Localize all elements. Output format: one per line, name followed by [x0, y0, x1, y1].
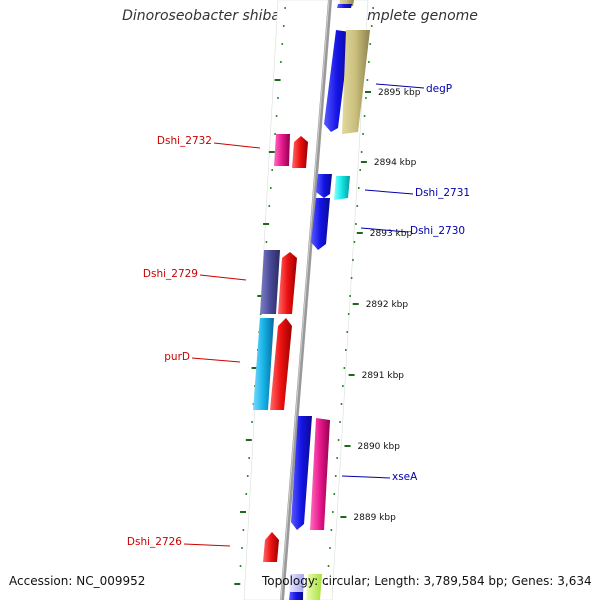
gene-label-purD[interactable]: purD — [164, 351, 190, 363]
gene-label-Dshi_2732[interactable]: Dshi_2732 — [157, 135, 212, 147]
gene-label-xseA[interactable]: xseA — [392, 471, 418, 483]
gene-Dshi_2730[interactable] — [311, 198, 330, 250]
gene-degP[interactable] — [342, 30, 370, 134]
callout-line — [199, 274, 247, 281]
accession-label: Accession: NC_009952 — [9, 574, 146, 588]
gene-Dshi_2726[interactable] — [263, 532, 279, 562]
callout-line — [213, 142, 261, 149]
genome-backbone — [280, 0, 332, 600]
gene-xseA[interactable] — [291, 416, 312, 530]
gene-degP-region-blue[interactable] — [324, 30, 350, 132]
gene-label-Dshi_2730[interactable]: Dshi_2730 — [410, 225, 465, 237]
gene-blue-2731[interactable] — [316, 174, 332, 198]
gene-Dshi_2732-pink[interactable] — [274, 134, 290, 166]
callout-line — [360, 227, 409, 233]
callout-line — [183, 543, 231, 547]
gene-Dshi_2732[interactable] — [292, 136, 308, 168]
callout-line — [341, 475, 391, 479]
kbp-scale: 2895 kbp 2894 kbp 2893 kbp 2892 kbp 2891 kbp… — [340, 88, 421, 523]
callout-line — [375, 83, 425, 89]
scale-label: 2891 kbp — [362, 371, 405, 381]
gene-bottom-lime[interactable] — [306, 574, 322, 600]
scale-label: 2890 kbp — [358, 442, 401, 452]
gene-label-degP[interactable]: degP — [426, 83, 452, 95]
gene-purD-sky[interactable] — [253, 318, 274, 410]
gene-bottom-blue[interactable] — [289, 592, 303, 600]
gene-Dshi_2729-navy[interactable] — [260, 250, 280, 314]
topology-label: Topology: circular; Length: 3,789,584 bp… — [262, 574, 592, 588]
scale-label: 2893 kbp — [370, 229, 413, 239]
gene-callouts: degP Dshi_2732 Dshi_2731 Dshi_2730 Dshi_2729… — [127, 83, 470, 548]
callout-line — [364, 189, 414, 195]
gene-purD[interactable] — [270, 318, 292, 410]
gene-blue-top[interactable] — [337, 0, 354, 8]
gene-label-Dshi_2729[interactable]: Dshi_2729 — [143, 268, 198, 280]
scale-label: 2895 kbp — [378, 88, 421, 98]
gene-label-Dshi_2731[interactable]: Dshi_2731 — [415, 187, 470, 199]
callout-line — [191, 357, 241, 363]
scale-label: 2894 kbp — [374, 158, 417, 168]
gene-Dshi_2729[interactable] — [278, 252, 297, 314]
gene-xseA-pink[interactable] — [310, 418, 330, 530]
gene-Dshi_2731[interactable] — [334, 176, 350, 200]
gene-label-Dshi_2726[interactable]: Dshi_2726 — [127, 536, 182, 548]
scale-label: 2889 kbp — [353, 513, 396, 523]
scale-label: 2892 kbp — [366, 300, 409, 310]
